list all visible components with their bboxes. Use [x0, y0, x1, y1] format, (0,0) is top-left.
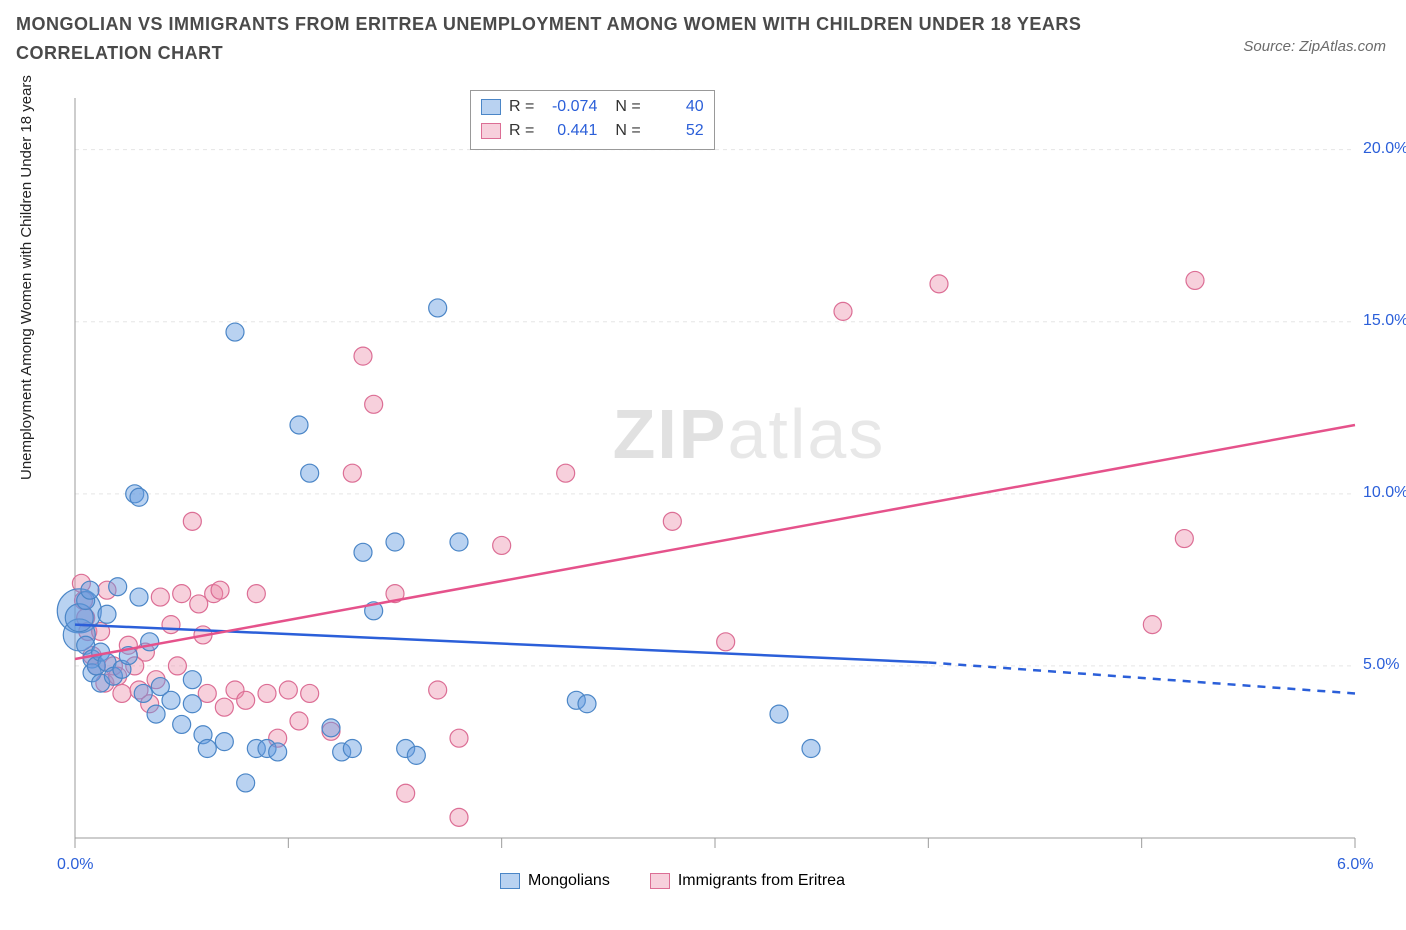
y-tick-label: 15.0%	[1363, 312, 1406, 330]
y-tick-label: 5.0%	[1363, 656, 1399, 674]
stats-legend-box: R =-0.074 N =40 R =0.441 N =52	[470, 90, 715, 150]
legend-swatch	[481, 123, 501, 139]
stats-row: R =0.441 N =52	[481, 119, 704, 143]
chart-title: MONGOLIAN VS IMMIGRANTS FROM ERITREA UNE…	[16, 10, 1206, 68]
legend-swatch	[481, 99, 501, 115]
bottom-legend: Mongolians Immigrants from Eritrea	[500, 872, 845, 890]
scatter-plot	[55, 88, 1381, 868]
y-tick-label: 20.0%	[1363, 140, 1406, 158]
legend-label: Immigrants from Eritrea	[678, 872, 845, 890]
x-tick-label: 0.0%	[57, 856, 93, 874]
y-axis-title: Unemployment Among Women with Children U…	[18, 75, 35, 480]
watermark: ZIPatlas	[613, 394, 886, 474]
legend-item: Immigrants from Eritrea	[650, 872, 845, 890]
x-tick-label: 6.0%	[1337, 856, 1373, 874]
source-credit: Source: ZipAtlas.com	[1243, 38, 1386, 55]
legend-item: Mongolians	[500, 872, 610, 890]
legend-swatch	[500, 873, 520, 889]
legend-label: Mongolians	[528, 872, 610, 890]
legend-swatch	[650, 873, 670, 889]
stats-row: R =-0.074 N =40	[481, 95, 704, 119]
y-tick-label: 10.0%	[1363, 484, 1406, 502]
